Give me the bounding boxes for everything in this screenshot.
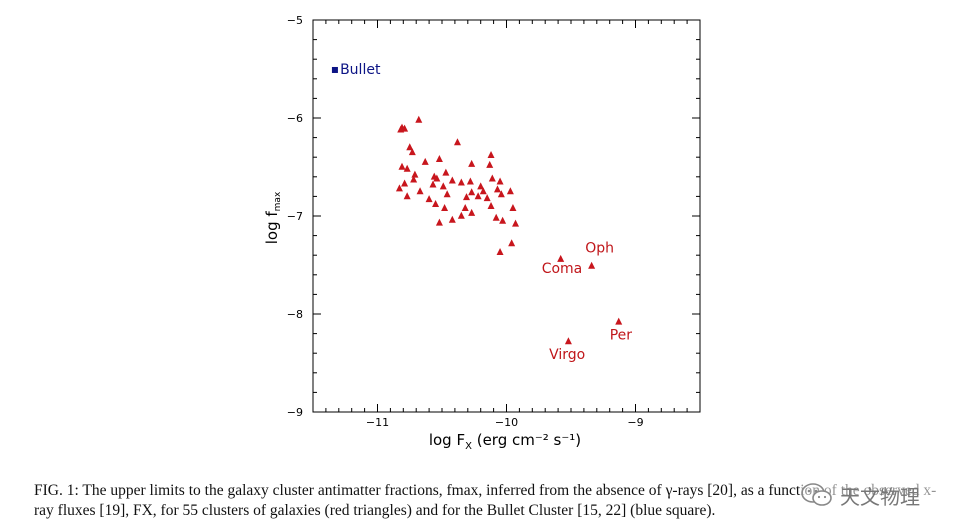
cluster-triangle-marker bbox=[499, 216, 507, 224]
cluster-triangle-marker bbox=[441, 203, 449, 211]
cluster-triangle-marker bbox=[466, 177, 474, 185]
cluster-triangle-marker bbox=[497, 190, 505, 198]
wechat-icon bbox=[801, 483, 832, 506]
cluster-triangle-marker bbox=[488, 174, 496, 182]
cluster-triangle-marker bbox=[415, 115, 423, 123]
cluster-triangle-marker bbox=[496, 248, 504, 256]
cluster-triangle-marker bbox=[477, 182, 485, 190]
annotation-oph: Oph bbox=[585, 240, 614, 256]
cluster-triangle-marker bbox=[408, 148, 416, 156]
cluster-triangle-marker bbox=[487, 151, 495, 159]
cluster-triangle-marker bbox=[416, 187, 424, 195]
named-cluster-marker-virgo bbox=[564, 337, 572, 345]
y-tick-label: −6 bbox=[287, 112, 303, 125]
cluster-triangle-marker bbox=[439, 182, 447, 190]
x-tick-label: −9 bbox=[627, 416, 643, 429]
cluster-triangle-marker bbox=[398, 162, 406, 170]
cluster-triangle-marker bbox=[403, 164, 411, 172]
annotation-virgo: Virgo bbox=[549, 347, 585, 363]
y-tick-label: −5 bbox=[287, 14, 303, 27]
cluster-triangle-marker bbox=[421, 157, 429, 165]
cluster-triangle-marker bbox=[411, 170, 419, 178]
cluster-triangle-marker bbox=[468, 188, 476, 196]
cluster-triangle-marker bbox=[401, 179, 409, 187]
cluster-triangle-marker bbox=[509, 203, 517, 211]
cluster-triangle-marker bbox=[448, 176, 456, 184]
watermark-text: 天文物理 bbox=[840, 484, 920, 509]
named-cluster-marker-oph bbox=[588, 261, 596, 269]
cluster-triangle-marker bbox=[453, 138, 461, 146]
cluster-triangle-marker bbox=[435, 218, 443, 226]
named-cluster-marker-per bbox=[615, 317, 623, 325]
named-cluster-marker-coma bbox=[557, 254, 565, 262]
cluster-triangle-marker bbox=[461, 203, 469, 211]
cluster-triangle-marker bbox=[468, 159, 476, 167]
x-tick-label: −11 bbox=[366, 416, 389, 429]
cluster-triangle-marker bbox=[406, 143, 414, 151]
x-axis-label-subscript: X bbox=[465, 441, 472, 452]
cluster-triangle-marker bbox=[410, 175, 418, 183]
x-tick-label: −10 bbox=[495, 416, 518, 429]
cluster-triangle-marker bbox=[433, 174, 441, 182]
y-tick-label: −7 bbox=[287, 210, 303, 223]
plot-frame bbox=[312, 19, 701, 413]
cluster-triangle-marker bbox=[463, 193, 471, 201]
cluster-triangle-marker bbox=[486, 160, 494, 168]
cluster-triangle-marker bbox=[496, 177, 504, 185]
cluster-triangle-marker bbox=[493, 185, 501, 193]
cluster-triangle-marker bbox=[425, 195, 433, 203]
x-axis-label: log FX (erg cm⁻² s⁻¹) bbox=[429, 431, 581, 452]
cluster-triangle-marker bbox=[429, 180, 437, 188]
cluster-triangle-marker bbox=[457, 211, 465, 219]
cluster-triangle-marker bbox=[432, 200, 440, 208]
cluster-triangle-marker bbox=[508, 239, 516, 247]
cluster-triangle-marker bbox=[442, 168, 450, 176]
figure-caption: FIG. 1: The upper limits to the galaxy c… bbox=[34, 482, 937, 519]
cluster-triangle-marker bbox=[403, 192, 411, 200]
y-axis-label-subscript: max bbox=[273, 191, 283, 211]
cluster-triangle-marker bbox=[512, 219, 520, 227]
y-axis-label: log fmax bbox=[263, 191, 283, 244]
annotation-bullet: Bullet bbox=[340, 62, 381, 78]
annotation-per: Per bbox=[610, 327, 633, 343]
cluster-triangle-marker bbox=[395, 184, 403, 192]
bullet-square-marker bbox=[331, 66, 338, 73]
cluster-triangle-marker bbox=[483, 194, 491, 202]
cluster-triangle-marker bbox=[457, 178, 465, 186]
cluster-triangle-marker bbox=[397, 125, 405, 133]
cluster-triangle-marker bbox=[506, 187, 514, 195]
cluster-triangle-marker bbox=[492, 213, 500, 221]
watermark: 天文物理 bbox=[800, 478, 950, 512]
cluster-triangle-marker bbox=[435, 154, 443, 162]
cluster-triangle-marker bbox=[479, 187, 487, 195]
cluster-triangle-marker bbox=[487, 202, 495, 209]
cluster-triangle-marker bbox=[443, 190, 451, 198]
cluster-triangle-marker bbox=[448, 215, 456, 223]
cluster-triangle-marker bbox=[474, 192, 482, 200]
y-tick-label: −8 bbox=[287, 308, 303, 321]
annotation-coma: Coma bbox=[542, 261, 583, 277]
cluster-triangle-marker bbox=[468, 208, 476, 216]
y-tick-label: −9 bbox=[287, 406, 303, 419]
